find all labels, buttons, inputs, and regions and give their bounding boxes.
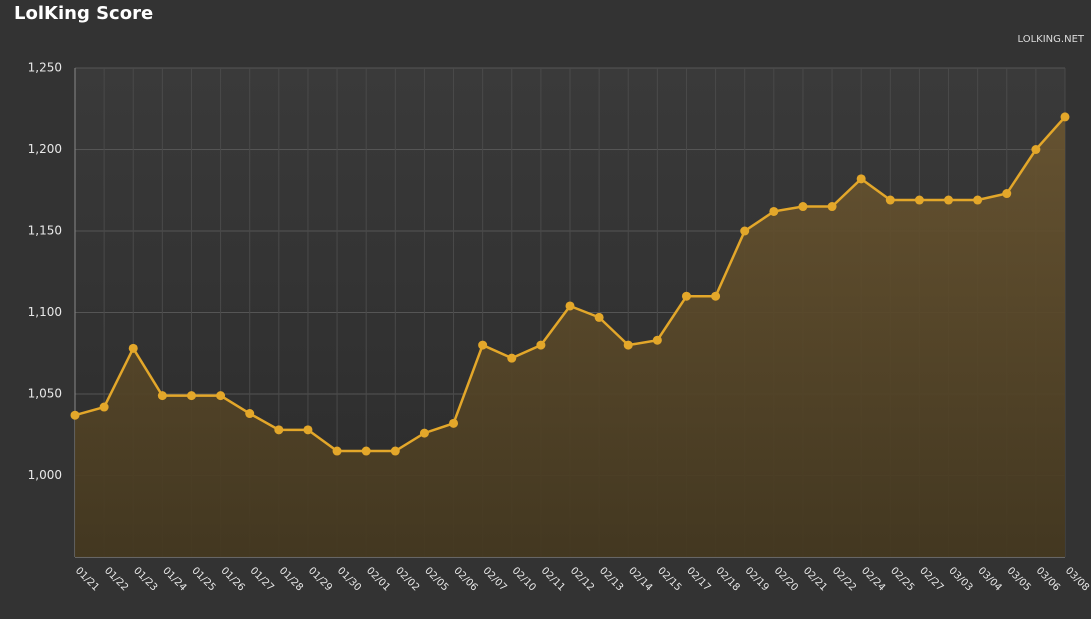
x-tick-label: 02/24 bbox=[859, 565, 887, 593]
point bbox=[973, 195, 983, 205]
y-tick-label: 1,050 bbox=[28, 387, 62, 401]
point bbox=[186, 391, 196, 401]
x-tick-label: 01/27 bbox=[248, 565, 276, 593]
y-tick-label: 1,000 bbox=[28, 468, 62, 482]
area bbox=[75, 116, 1065, 558]
y-tick-label: 1,250 bbox=[28, 61, 62, 75]
point bbox=[157, 391, 167, 401]
x-tick-label: 02/01 bbox=[364, 565, 392, 593]
point bbox=[128, 343, 138, 353]
x-tick-label: 03/03 bbox=[946, 565, 974, 593]
point bbox=[99, 402, 109, 412]
x-tick-label: 01/23 bbox=[131, 565, 159, 593]
x-tick-label: 01/28 bbox=[277, 565, 305, 593]
x-tick-label: 02/11 bbox=[539, 565, 567, 593]
point bbox=[478, 340, 488, 350]
point bbox=[681, 291, 691, 301]
x-tick-label: 02/27 bbox=[917, 565, 945, 593]
point bbox=[885, 195, 895, 205]
x-tick-label: 02/17 bbox=[684, 565, 712, 593]
point bbox=[245, 409, 255, 419]
x-tick-label: 02/05 bbox=[422, 565, 450, 593]
point bbox=[798, 202, 808, 212]
x-tick-label: 03/05 bbox=[1005, 565, 1033, 593]
x-tick-label: 01/25 bbox=[189, 565, 217, 593]
point bbox=[856, 174, 866, 184]
x-tick-label: 03/08 bbox=[1063, 565, 1091, 593]
x-tick-label: 03/04 bbox=[976, 565, 1004, 593]
x-tick-label: 02/15 bbox=[655, 565, 683, 593]
point bbox=[390, 446, 400, 456]
point bbox=[623, 340, 633, 350]
x-tick-label: 01/29 bbox=[306, 565, 334, 593]
x-tick-label: 03/06 bbox=[1034, 565, 1062, 593]
x-tick-label: 02/07 bbox=[481, 565, 509, 593]
point bbox=[827, 202, 837, 212]
x-tick-label: 02/21 bbox=[801, 565, 829, 593]
point bbox=[419, 428, 429, 438]
y-tick-label: 1,100 bbox=[28, 305, 62, 319]
point bbox=[303, 425, 313, 435]
x-tick-label: 02/02 bbox=[393, 565, 421, 593]
y-tick-label: 1,150 bbox=[28, 224, 62, 238]
x-tick-label: 02/25 bbox=[888, 565, 916, 593]
point bbox=[1031, 145, 1041, 154]
credit: LOLKING.NET bbox=[1018, 34, 1085, 45]
x-tick-label: 02/12 bbox=[568, 565, 596, 593]
point bbox=[914, 195, 924, 205]
point bbox=[449, 418, 459, 428]
point bbox=[361, 446, 371, 456]
point bbox=[740, 226, 750, 236]
point bbox=[594, 312, 604, 322]
point bbox=[565, 301, 575, 311]
point bbox=[769, 206, 779, 216]
x-tick-label: 02/14 bbox=[626, 565, 654, 593]
x-tick-label: 02/10 bbox=[510, 565, 538, 593]
x-tick-label: 02/06 bbox=[451, 565, 479, 593]
point bbox=[274, 425, 284, 435]
point bbox=[216, 391, 226, 401]
x-tick-label: 02/19 bbox=[743, 565, 771, 593]
x-tick-label: 01/21 bbox=[73, 565, 101, 593]
x-tick-label: 01/22 bbox=[102, 565, 130, 593]
chart-title: LolKing Score bbox=[14, 3, 153, 24]
point bbox=[1002, 189, 1012, 199]
point bbox=[652, 335, 662, 345]
point bbox=[536, 340, 546, 350]
x-tick-label: 02/13 bbox=[597, 565, 625, 593]
point bbox=[70, 410, 80, 420]
x-tick-label: 01/30 bbox=[335, 565, 363, 593]
x-tick-label: 01/24 bbox=[160, 565, 188, 593]
point bbox=[944, 195, 954, 205]
point bbox=[1060, 112, 1070, 122]
point bbox=[711, 291, 721, 301]
y-tick-label: 1,200 bbox=[28, 142, 62, 156]
x-tick-label: 01/26 bbox=[218, 565, 246, 593]
x-tick-label: 02/20 bbox=[772, 565, 800, 593]
x-tick-label: 02/18 bbox=[713, 565, 741, 593]
x-tick-label: 02/22 bbox=[830, 565, 858, 593]
point bbox=[507, 353, 517, 363]
point bbox=[332, 446, 342, 456]
